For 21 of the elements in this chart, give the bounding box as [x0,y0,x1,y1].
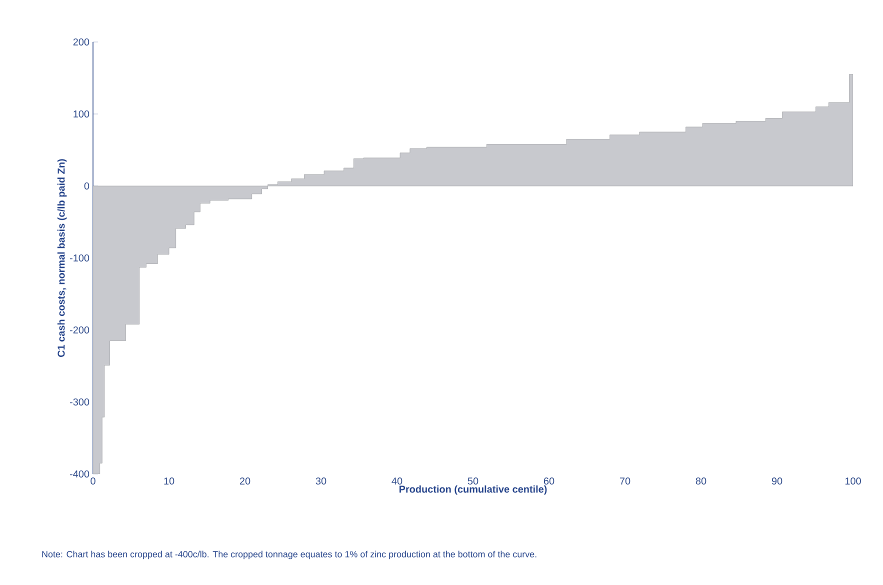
y-tick-label: -200 [70,326,90,334]
x-axis-title: Production (cumulative centile) [400,485,547,495]
y-axis-title: C1 cash costs, normal basis (c/lb paid Zn) [57,159,67,357]
x-tick-label: 50 [468,478,478,485]
y-tick-label: -300 [70,398,90,406]
y-tick-label: 200 [73,38,90,46]
x-tick-label: 10 [164,478,174,485]
text: Note: Chart has been cropped at -400c/lb. The cropped tonnage equates to 1% of zinc production at the bottom of the curve. [42,550,536,560]
x-tick-label: 90 [772,478,782,485]
x-tick-label: 30 [316,478,326,485]
y-tick-label: -400 [70,470,90,478]
y-tick-label: 100 [74,110,90,118]
y-tick-label: -100 [70,254,90,262]
x-tick-label: 80 [696,478,706,485]
x-tick-label: 0 [90,478,96,485]
x-tick-label: 20 [240,478,250,485]
x-tick-label: 60 [544,478,554,485]
x-tick-label: 70 [620,478,630,485]
x-tick-label: 40 [392,478,402,485]
y-tick-label: 0 [84,182,90,190]
x-tick-label: 100 [845,478,861,485]
